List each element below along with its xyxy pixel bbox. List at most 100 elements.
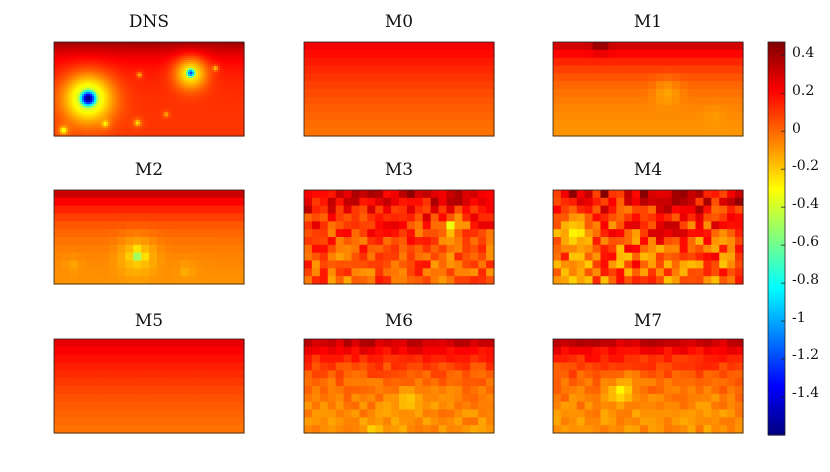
heatmap-cell [110, 112, 113, 115]
heatmap-cell [90, 120, 93, 123]
heatmap-cell [214, 102, 217, 105]
heatmap-cell [202, 44, 205, 47]
heatmap-cell [174, 104, 177, 107]
heatmap-cell [216, 60, 219, 63]
heatmap-cell [212, 114, 215, 117]
heatmap-cell [391, 65, 400, 74]
heatmap-cell [118, 94, 121, 97]
heatmap-cell [68, 92, 71, 95]
heatmap-cell [228, 112, 231, 115]
heatmap-cell [592, 81, 602, 90]
heatmap-cell [148, 92, 151, 95]
heatmap-cell [108, 62, 111, 65]
heatmap-cell [242, 88, 245, 91]
heatmap-cell [140, 54, 143, 57]
heatmap-cell [118, 70, 121, 73]
heatmap-cell [186, 106, 189, 109]
heatmap-cell [198, 58, 201, 61]
heatmap-cell [196, 74, 199, 77]
heatmap-cell [142, 104, 145, 107]
heatmap-cell [198, 62, 201, 65]
heatmap-cell [608, 89, 617, 98]
heatmap-cell [152, 134, 155, 137]
heatmap-cell [406, 112, 416, 121]
heatmap-cell [110, 130, 113, 133]
heatmap-cell [648, 81, 657, 90]
heatmap-cell [146, 70, 149, 73]
heatmap-cell [102, 42, 105, 45]
heatmap-cell [90, 92, 93, 95]
heatmap-cell [200, 108, 203, 111]
heatmap-cell [104, 94, 107, 97]
heatmap-cell [68, 50, 71, 53]
heatmap-cell [140, 106, 143, 109]
heatmap-cell [176, 54, 179, 57]
heatmap-cell [375, 42, 384, 51]
heatmap-cell [86, 48, 89, 51]
heatmap-cell [100, 60, 103, 63]
heatmap-cell [148, 44, 151, 47]
heatmap-cell [327, 104, 337, 114]
heatmap-cell [72, 112, 75, 115]
heatmap-cell [90, 110, 93, 113]
heatmap-cell [210, 62, 213, 65]
heatmap-cell [228, 122, 231, 125]
heatmap-cell [176, 52, 179, 55]
heatmap-cell [108, 42, 111, 45]
heatmap-cell [126, 78, 129, 81]
heatmap-cell [144, 88, 147, 91]
heatmap-cell [124, 46, 127, 49]
heatmap-cell [166, 86, 169, 89]
heatmap-cell [102, 82, 105, 85]
heatmap-cell [118, 90, 121, 93]
heatmap-cell [222, 52, 225, 55]
heatmap-cell [304, 49, 313, 59]
heatmap-cell [196, 54, 199, 57]
heatmap-cell [186, 94, 189, 97]
heatmap-cell [124, 80, 127, 83]
heatmap-cell [170, 52, 173, 55]
heatmap-cell [160, 64, 163, 67]
heatmap-cell [190, 68, 193, 71]
heatmap-cell [156, 48, 159, 51]
heatmap-cell [679, 49, 689, 59]
heatmap-cell [198, 118, 201, 121]
heatmap-cell [735, 104, 744, 114]
heatmap-cell [327, 42, 337, 51]
heatmap-cell [218, 126, 221, 129]
heatmap-cell [176, 94, 179, 97]
heatmap-cell [242, 74, 245, 77]
heatmap-cell [190, 116, 193, 119]
heatmap-cell [236, 90, 239, 93]
heatmap-cell [214, 116, 217, 119]
heatmap-cell [202, 48, 205, 51]
heatmap-cell [152, 72, 155, 75]
heatmap-cell [399, 81, 408, 90]
heatmap-cell [70, 86, 73, 89]
heatmap-cell [110, 78, 113, 81]
heatmap-cell [94, 48, 97, 51]
heatmap-cell [196, 64, 199, 67]
heatmap-cell [112, 64, 115, 67]
heatmap-cell [655, 49, 665, 59]
heatmap-cell [616, 81, 625, 90]
heatmap-cell [82, 98, 85, 101]
heatmap-cell [198, 90, 201, 93]
heatmap-cell [204, 130, 207, 133]
heatmap-cell [58, 56, 61, 59]
heatmap-cell [200, 104, 203, 107]
heatmap-cell [86, 82, 89, 85]
heatmap-cell [711, 73, 720, 82]
heatmap-cell [212, 76, 215, 79]
heatmap-cell [226, 48, 229, 51]
heatmap-cell [118, 78, 121, 81]
heatmap-cell [84, 104, 87, 107]
heatmap-cell [148, 88, 151, 91]
heatmap-cell [210, 92, 213, 95]
heatmap-cell [162, 72, 165, 75]
heatmap-cell [164, 74, 167, 77]
heatmap-cell [54, 58, 57, 61]
heatmap-cell [154, 70, 157, 73]
heatmap-cell [170, 60, 173, 63]
heatmap-cell [94, 126, 97, 129]
